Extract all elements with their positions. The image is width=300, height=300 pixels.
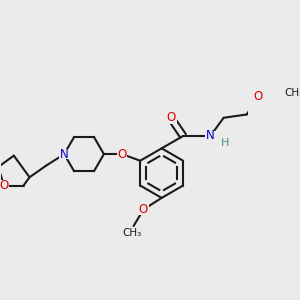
Text: N: N xyxy=(206,130,215,142)
Bar xyxy=(138,204,149,215)
Text: O: O xyxy=(254,90,263,103)
Bar xyxy=(0,180,10,191)
Text: N: N xyxy=(60,148,69,160)
Text: O: O xyxy=(166,111,176,124)
Text: H: H xyxy=(221,138,230,148)
Bar xyxy=(165,112,176,124)
Text: CH₃: CH₃ xyxy=(122,228,142,238)
Bar xyxy=(221,138,230,147)
Bar xyxy=(59,149,70,160)
Text: CH₃: CH₃ xyxy=(284,88,300,98)
Text: O: O xyxy=(139,203,148,216)
Bar xyxy=(253,91,264,102)
Bar xyxy=(117,149,128,160)
Text: O: O xyxy=(117,148,127,160)
Text: O: O xyxy=(0,179,9,192)
Bar xyxy=(205,130,216,141)
